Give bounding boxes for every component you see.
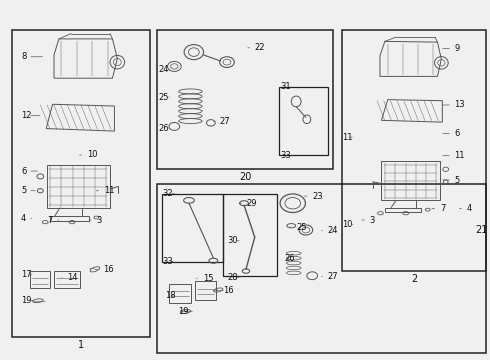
Text: 33: 33 [162, 257, 173, 266]
Text: 11: 11 [455, 151, 465, 160]
Text: 2: 2 [411, 274, 417, 284]
Bar [223, 194, 277, 276]
Text: 29: 29 [246, 199, 257, 208]
Text: 6: 6 [21, 167, 26, 176]
Text: 22: 22 [255, 43, 265, 52]
Text: 17: 17 [21, 270, 31, 279]
Bar [162, 194, 223, 262]
Text: 16: 16 [223, 285, 234, 294]
Text: 14: 14 [67, 273, 77, 282]
Text: 11: 11 [343, 132, 353, 141]
Text: 28: 28 [227, 273, 238, 282]
Text: 26: 26 [284, 254, 294, 263]
Text: 27: 27 [328, 272, 339, 281]
Text: 19: 19 [21, 296, 31, 305]
Bar [343, 30, 486, 271]
Text: 24: 24 [328, 226, 338, 235]
Text: 25: 25 [296, 222, 307, 231]
Text: 26: 26 [159, 124, 170, 133]
Text: 19: 19 [178, 307, 188, 316]
Text: 10: 10 [87, 150, 97, 159]
Bar [279, 87, 328, 155]
Text: 9: 9 [455, 44, 460, 53]
Text: 16: 16 [103, 265, 113, 274]
Text: 4: 4 [21, 214, 26, 223]
Text: 3: 3 [97, 216, 102, 225]
Text: 18: 18 [165, 291, 175, 300]
Text: 1: 1 [78, 341, 84, 350]
Text: 25: 25 [159, 93, 169, 102]
Text: 6: 6 [455, 129, 460, 138]
Text: 11: 11 [104, 186, 114, 195]
Text: 15: 15 [202, 274, 213, 283]
Text: 12: 12 [21, 111, 31, 120]
Text: 27: 27 [220, 117, 230, 126]
Text: 24: 24 [159, 66, 169, 75]
Text: 31: 31 [281, 82, 291, 91]
Bar [12, 30, 150, 337]
Text: 30: 30 [227, 236, 238, 245]
Text: 8: 8 [21, 52, 26, 61]
Bar [157, 30, 333, 169]
Text: 5: 5 [21, 186, 26, 195]
Text: 20: 20 [239, 172, 251, 183]
Text: 10: 10 [343, 220, 353, 229]
Text: 13: 13 [455, 100, 465, 109]
Text: 7: 7 [440, 204, 445, 213]
Text: 5: 5 [455, 176, 460, 185]
Text: 21: 21 [475, 225, 488, 235]
Text: 4: 4 [466, 204, 472, 213]
Text: 23: 23 [312, 192, 323, 201]
Bar [157, 184, 486, 353]
Text: 33: 33 [281, 151, 292, 160]
Text: 3: 3 [370, 216, 375, 225]
Text: 32: 32 [162, 189, 173, 198]
Text: 7: 7 [48, 216, 53, 225]
